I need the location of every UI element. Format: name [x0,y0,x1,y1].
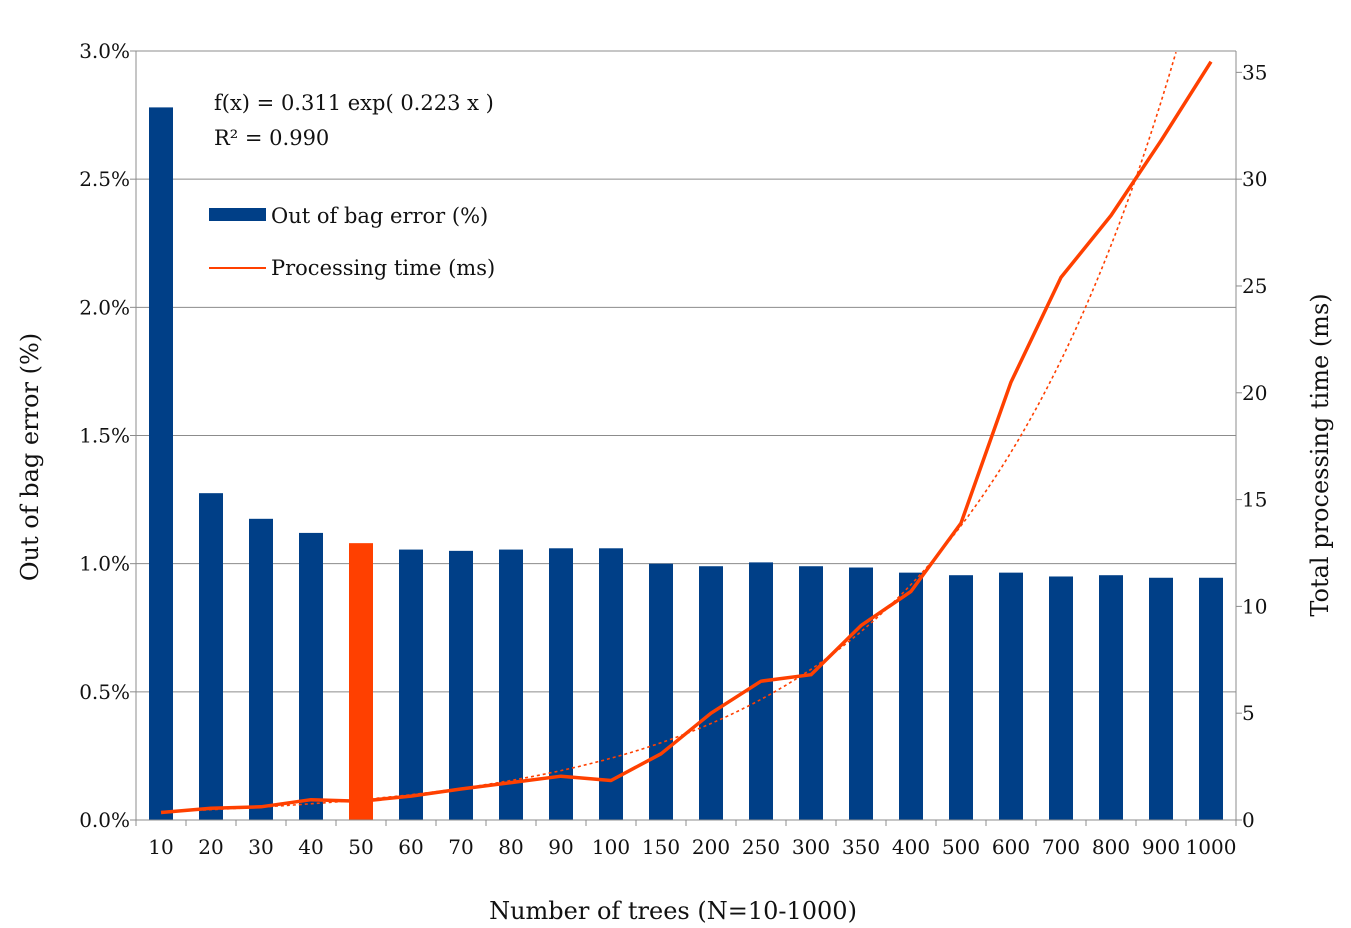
x-tick-label: 700 [1042,835,1080,859]
bar [1199,577,1223,820]
bar [499,549,523,820]
x-tick-label: 200 [692,835,730,859]
bar [799,566,823,820]
processing-time-series-line [160,60,1213,815]
x-tick-label: 800 [1092,835,1130,859]
y-tick-label: 0.5% [79,680,130,704]
bar [349,543,373,820]
x-tick-label: 70 [448,835,473,859]
x-tick-label: 10 [148,835,173,859]
bars [149,107,1223,821]
bar [1099,575,1123,820]
bar [649,563,673,820]
bar [849,567,873,820]
x-tick-label: 900 [1142,835,1180,859]
legend-label-line: Processing time (ms) [271,256,495,280]
bar [149,107,173,821]
equation-label: f(x) = 0.311 exp( 0.223 x ) [214,91,494,115]
axes: 0.0% 0.5% 1.0% 1.5% 2.0% 2.5% 3.0% 0 5 10 15 20 25 30… [79,39,1267,859]
x-tick-label: 150 [642,835,680,859]
trendline-path [160,51,1177,813]
x-tick-label: 250 [742,835,780,859]
x-axis-title: Number of trees (N=10-1000) [489,897,857,925]
x-tick-label: 30 [248,835,273,859]
y2-tick-label: 30 [1242,167,1267,191]
y-tick-label: 1.5% [79,424,130,448]
bar [249,518,273,820]
legend-label-bar: Out of bag error (%) [271,204,488,228]
x-tick-label: 400 [892,835,930,859]
bar [199,493,223,820]
bar [299,532,323,820]
y2-tick-label: 25 [1242,274,1267,298]
x-tick-label: 1000 [1186,835,1237,859]
x-tick-label: 350 [842,835,880,859]
y-tick-label: 2.0% [79,295,130,319]
y2-tick-label: 5 [1242,701,1255,725]
bar [999,572,1023,820]
x-tick-label: 100 [592,835,630,859]
y-tick-label: 0.0% [79,808,130,832]
x-tick-label: 300 [792,835,830,859]
bar [699,566,723,820]
legend: Out of bag error (%) Processing time (ms… [209,204,495,280]
x-tick-label: 600 [992,835,1030,859]
y-tick-label: 2.5% [79,167,130,191]
bar [1049,576,1073,820]
x-tick-label: 50 [348,835,373,859]
y2-tick-label: 20 [1242,381,1267,405]
y-tick-label: 3.0% [79,39,130,63]
y2-tick-label: 0 [1242,808,1255,832]
x-tick-label: 60 [398,835,423,859]
y-axis-title: Out of bag error (%) [16,333,44,581]
bar [549,548,573,820]
x-tick-label: 90 [548,835,573,859]
x-tick-label: 500 [942,835,980,859]
bar [749,562,773,820]
y2-tick-label: 35 [1242,60,1267,84]
bar [949,575,973,820]
r-squared-label: R² = 0.990 [214,126,329,150]
y2-axis-title: Total processing time (ms) [1306,293,1334,616]
bar [449,550,473,820]
y2-tick-label: 15 [1242,488,1267,512]
bar [899,572,923,820]
x-tick-label: 40 [298,835,323,859]
processing-time-line [160,60,1213,815]
legend-swatch-bar [209,208,266,221]
trendline [160,51,1177,813]
bar [399,549,423,820]
bar [1149,577,1173,820]
x-tick-label: 80 [498,835,523,859]
y2-tick-label: 10 [1242,594,1267,618]
y-tick-label: 1.0% [79,552,130,576]
x-tick-label: 20 [198,835,223,859]
